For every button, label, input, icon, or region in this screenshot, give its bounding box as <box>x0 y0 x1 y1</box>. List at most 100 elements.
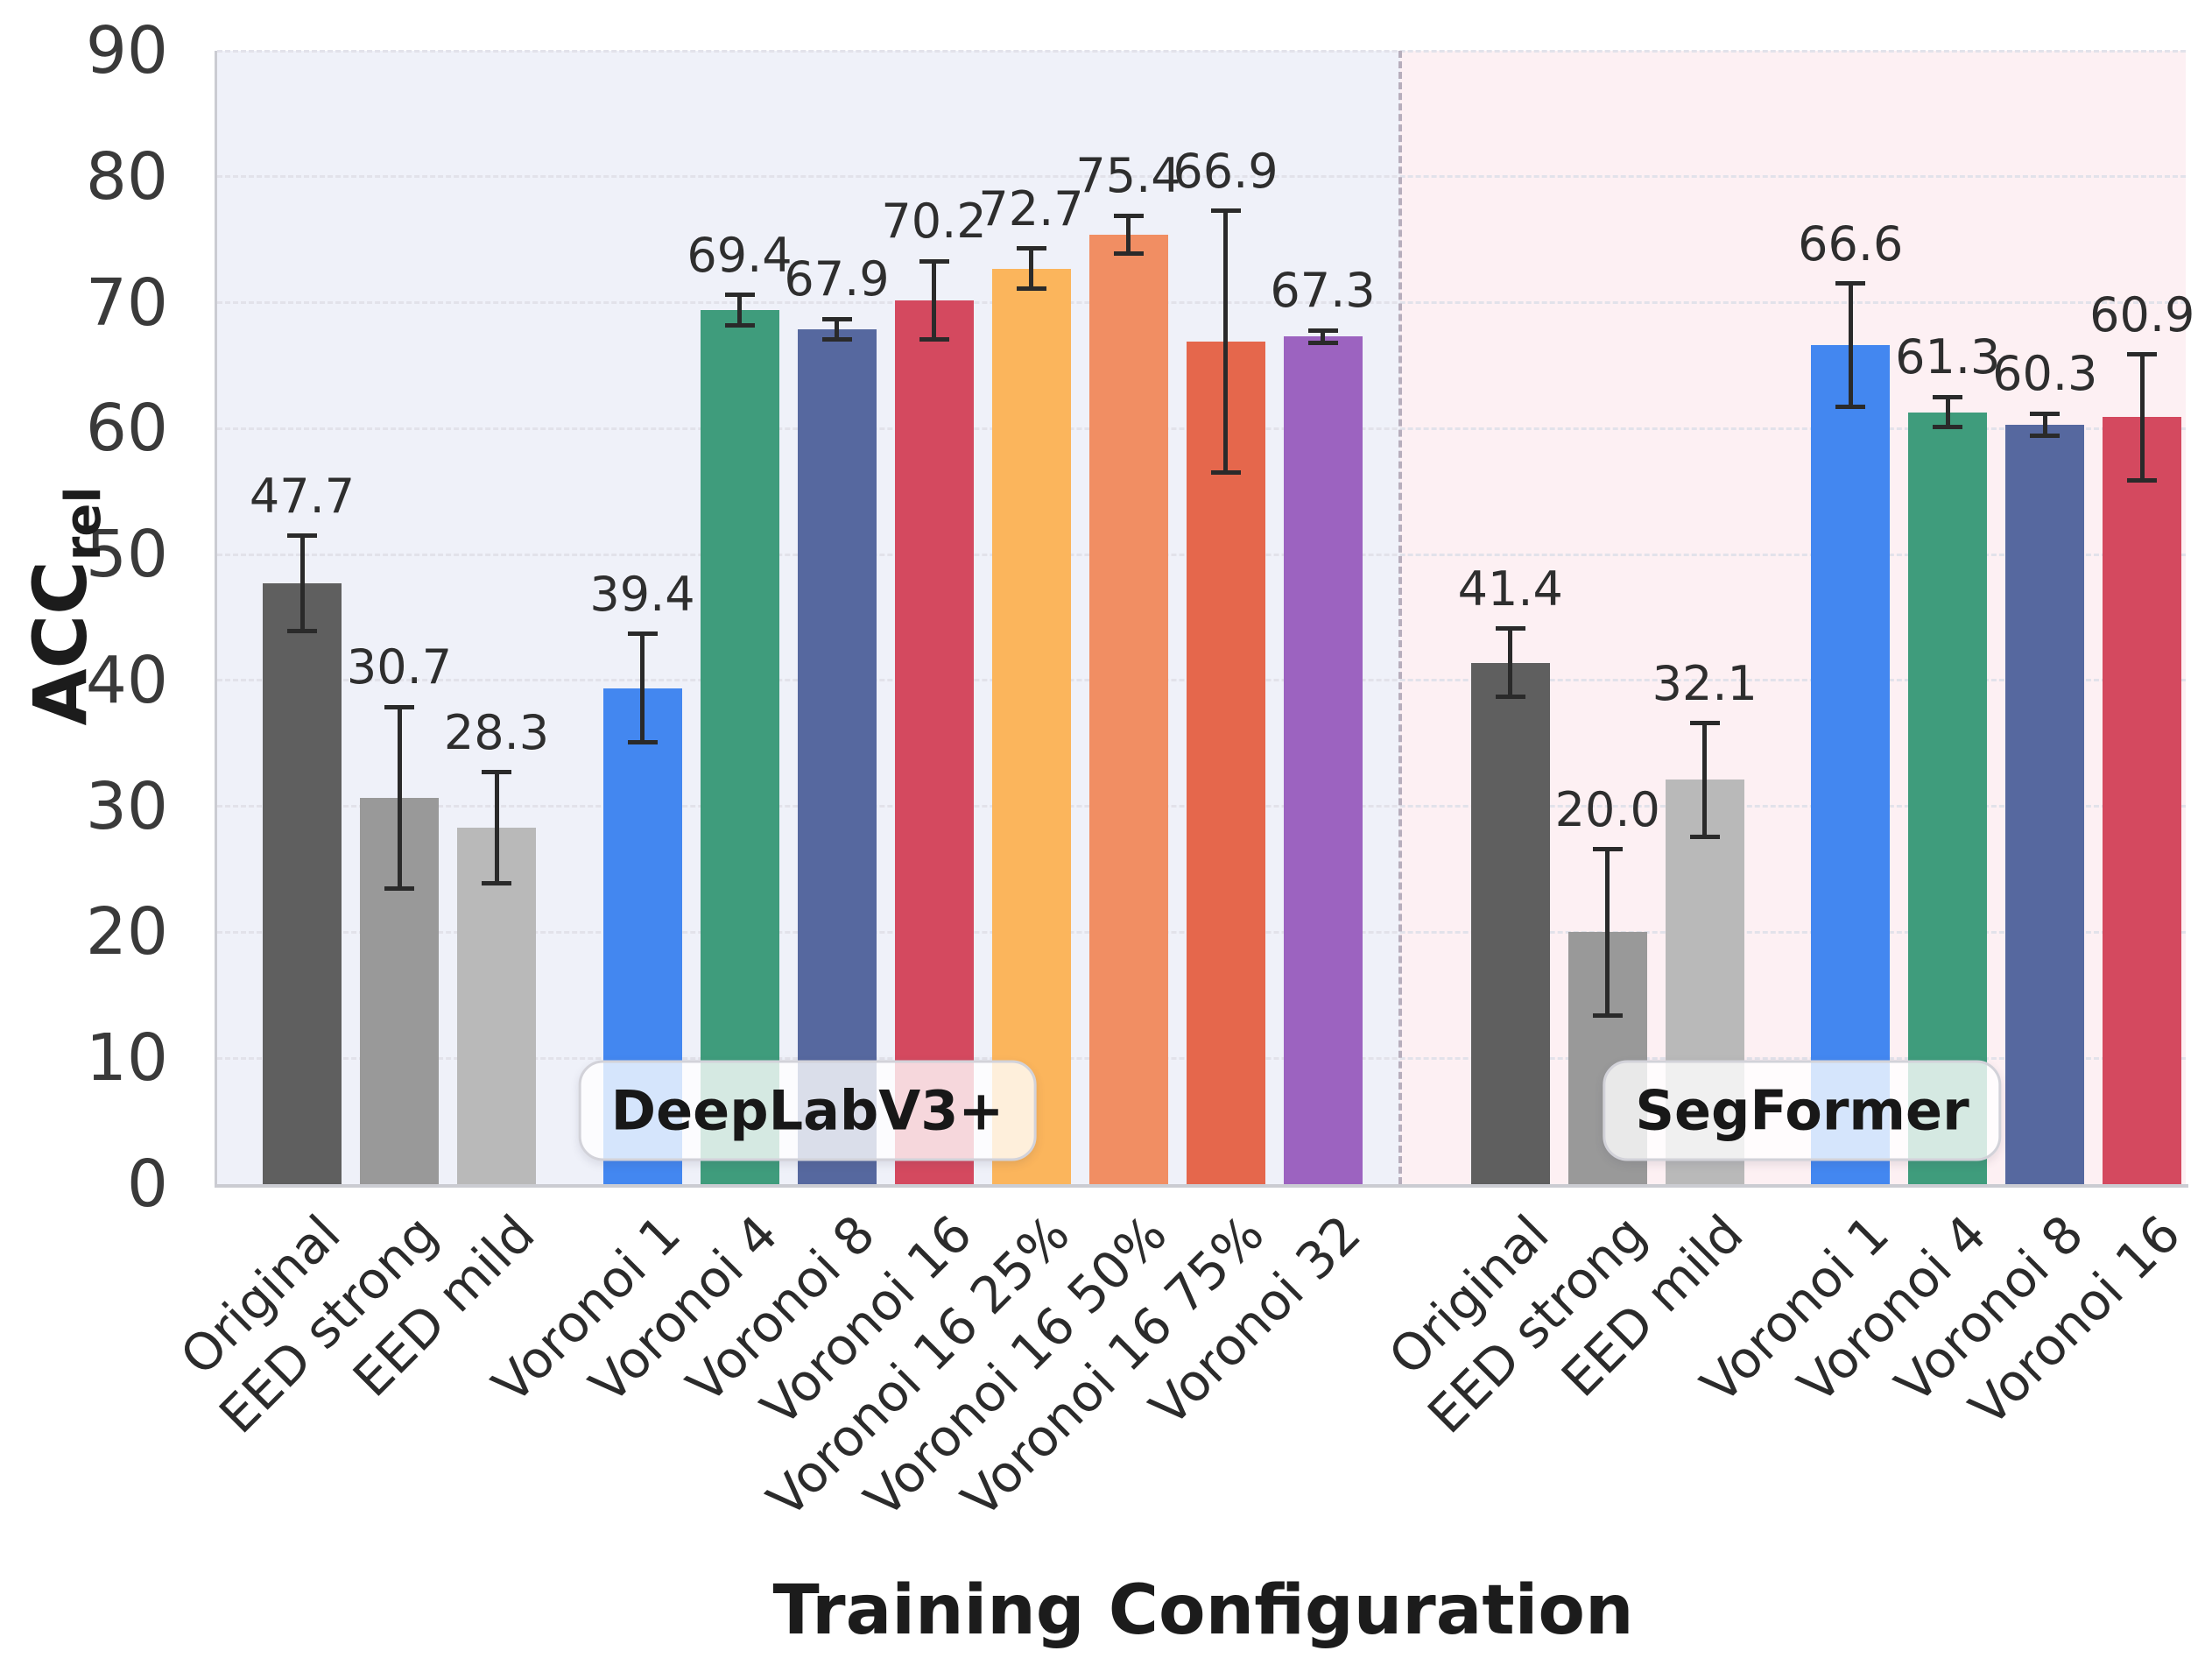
error-cap-bottom-SegFormer-Voronoi 4 <box>1933 425 1963 430</box>
error-cap-top-DeepLabV3+-Voronoi 8 <box>821 316 852 321</box>
y-tick-label-20: 20 <box>85 894 168 970</box>
error-bar-DeepLabV3+-Voronoi 32 <box>1321 330 1325 343</box>
y-tick-label-90: 90 <box>85 13 168 88</box>
y-axis-line <box>215 51 217 1186</box>
bar-DeepLabV3+-Voronoi 16 25% <box>991 268 1071 1184</box>
x-axis-label: Training Configuration <box>772 1571 1634 1650</box>
gridline-y70 <box>217 301 2186 305</box>
value-label-DeepLabV3+-Voronoi 16 75%: 66.9 <box>1173 143 1279 199</box>
bar-DeepLabV3+-EED mild <box>457 828 536 1184</box>
value-label-SegFormer-Voronoi 8: 60.3 <box>1992 346 2098 402</box>
error-bar-DeepLabV3+-Voronoi 16 75% <box>1223 210 1228 473</box>
error-cap-top-SegFormer-Voronoi 4 <box>1933 394 1963 399</box>
error-bar-DeepLabV3+-Voronoi 16 <box>932 261 936 340</box>
bar-DeepLabV3+-Voronoi 16 <box>894 300 974 1184</box>
bar-SegFormer-Voronoi 1 <box>1811 345 1891 1184</box>
error-cap-bottom-SegFormer-EED strong <box>1592 1012 1623 1018</box>
error-cap-top-SegFormer-Voronoi 1 <box>1835 281 1866 286</box>
error-bar-SegFormer-EED strong <box>1605 849 1610 1016</box>
value-label-SegFormer-Voronoi 16: 60.9 <box>2089 286 2195 342</box>
error-cap-bottom-DeepLabV3+-EED mild <box>482 880 511 885</box>
error-cap-top-DeepLabV3+-Voronoi 16 50% <box>1113 213 1144 218</box>
error-cap-bottom-DeepLabV3+-Original <box>287 629 317 634</box>
y-tick-label-0: 0 <box>126 1146 168 1222</box>
y-tick-label-70: 70 <box>85 265 168 341</box>
value-label-DeepLabV3+-Voronoi 16 25%: 72.7 <box>978 180 1084 236</box>
error-cap-top-DeepLabV3+-Voronoi 16 75% <box>1210 208 1241 214</box>
error-cap-bottom-DeepLabV3+-Voronoi 1 <box>627 739 658 744</box>
error-cap-bottom-SegFormer-EED mild <box>1689 834 1720 839</box>
error-cap-top-DeepLabV3+-EED mild <box>482 770 511 775</box>
value-label-DeepLabV3+-Voronoi 16 50%: 75.4 <box>1075 148 1181 204</box>
error-bar-SegFormer-Voronoi 1 <box>1848 283 1853 407</box>
value-label-DeepLabV3+-EED strong: 30.7 <box>346 639 453 695</box>
error-cap-bottom-SegFormer-Voronoi 16 <box>2127 477 2158 483</box>
bar-DeepLabV3+-Voronoi 8 <box>797 328 877 1184</box>
error-cap-bottom-DeepLabV3+-Voronoi 16 <box>919 336 949 342</box>
value-label-SegFormer-EED mild: 32.1 <box>1652 655 1758 711</box>
error-bar-DeepLabV3+-Original <box>299 535 305 631</box>
value-label-SegFormer-EED strong: 20.0 <box>1554 781 1660 837</box>
bar-SegFormer-Voronoi 16 <box>2103 417 2182 1184</box>
value-label-DeepLabV3+-EED mild: 28.3 <box>443 704 550 760</box>
value-label-SegFormer-Voronoi 4: 61.3 <box>1895 329 2001 385</box>
value-label-DeepLabV3+-Voronoi 4: 69.4 <box>687 227 793 283</box>
error-cap-bottom-DeepLabV3+-Voronoi 4 <box>724 322 755 328</box>
error-cap-top-DeepLabV3+-Voronoi 32 <box>1307 328 1338 333</box>
y-tick-label-50: 50 <box>85 517 168 593</box>
group-badge-deeplabv3plus-label: DeepLabV3+ <box>610 1078 1004 1143</box>
value-label-DeepLabV3+-Voronoi 32: 67.3 <box>1270 263 1376 319</box>
error-bar-SegFormer-EED mild <box>1702 723 1708 837</box>
bar-SegFormer-Voronoi 8 <box>2005 425 2085 1184</box>
error-bar-SegFormer-Voronoi 8 <box>2042 413 2047 436</box>
error-cap-top-SegFormer-Voronoi 16 <box>2127 352 2158 356</box>
y-axis-label: ACCrel <box>18 486 112 725</box>
error-bar-DeepLabV3+-EED mild <box>494 772 499 884</box>
value-label-DeepLabV3+-Voronoi 1: 39.4 <box>589 566 695 622</box>
error-cap-bottom-SegFormer-Voronoi 8 <box>2030 434 2061 439</box>
value-label-SegFormer-Original: 41.4 <box>1457 561 1563 617</box>
bar-DeepLabV3+-Original <box>263 583 342 1184</box>
bar-SegFormer-Original <box>1470 662 1550 1184</box>
y-tick-label-10: 10 <box>85 1020 168 1097</box>
group-separator-line <box>1398 51 1402 1184</box>
group-badge-segformer: SegFormer <box>1603 1060 2002 1161</box>
value-label-SegFormer-Voronoi 1: 66.6 <box>1798 215 1904 272</box>
y-axis-label-subscript: rel <box>55 486 112 561</box>
bar-DeepLabV3+-Voronoi 16 50% <box>1088 234 1168 1184</box>
error-bar-DeepLabV3+-Voronoi 4 <box>737 294 742 326</box>
error-cap-top-SegFormer-Original <box>1495 626 1525 631</box>
group-badge-segformer-label: SegFormer <box>1635 1078 1969 1143</box>
error-bar-SegFormer-Original <box>1508 628 1513 697</box>
error-bar-SegFormer-Voronoi 16 <box>2139 354 2145 481</box>
y-tick-label-80: 80 <box>85 138 168 215</box>
error-cap-bottom-DeepLabV3+-Voronoi 32 <box>1307 341 1338 346</box>
error-cap-bottom-SegFormer-Voronoi 1 <box>1835 405 1866 410</box>
value-label-DeepLabV3+-Voronoi 16: 70.2 <box>881 194 987 250</box>
y-tick-label-40: 40 <box>85 642 168 718</box>
x-axis-line <box>215 1184 2188 1188</box>
gridline-y90 <box>217 49 2186 53</box>
bar-DeepLabV3+-Voronoi 4 <box>700 310 779 1184</box>
error-bar-DeepLabV3+-Voronoi 8 <box>835 319 839 340</box>
bar-DeepLabV3+-Voronoi 32 <box>1283 336 1363 1184</box>
error-cap-top-SegFormer-EED strong <box>1592 847 1623 852</box>
error-cap-top-DeepLabV3+-Voronoi 16 <box>919 258 949 264</box>
error-bar-DeepLabV3+-EED strong <box>397 707 402 889</box>
error-bar-DeepLabV3+-Voronoi 1 <box>640 633 645 743</box>
error-cap-bottom-SegFormer-Original <box>1495 695 1525 700</box>
error-cap-bottom-DeepLabV3+-EED strong <box>384 885 414 891</box>
value-label-DeepLabV3+-Voronoi 8: 67.9 <box>784 251 890 307</box>
error-cap-bottom-DeepLabV3+-Voronoi 16 25% <box>1016 286 1046 292</box>
error-cap-top-DeepLabV3+-Voronoi 1 <box>627 631 658 637</box>
error-cap-top-DeepLabV3+-EED strong <box>384 704 414 709</box>
y-axis-label-main: ACC <box>18 561 103 726</box>
bar-SegFormer-Voronoi 4 <box>1908 412 1988 1184</box>
error-cap-top-DeepLabV3+-Voronoi 4 <box>724 293 755 298</box>
error-bar-SegFormer-Voronoi 4 <box>1945 397 1950 427</box>
error-cap-bottom-DeepLabV3+-Voronoi 16 75% <box>1210 470 1241 476</box>
bar-DeepLabV3+-Voronoi 16 75% <box>1186 342 1265 1184</box>
value-label-DeepLabV3+-Original: 47.7 <box>249 468 356 524</box>
y-tick-label-30: 30 <box>85 768 168 844</box>
error-bar-DeepLabV3+-Voronoi 16 25% <box>1029 248 1033 289</box>
